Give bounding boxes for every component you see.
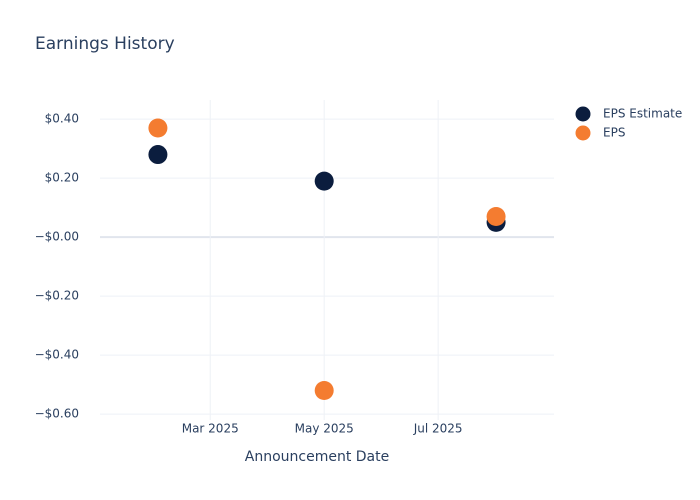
x-tick-label: Mar 2025 (182, 422, 239, 436)
data-point (314, 171, 334, 191)
data-point (314, 381, 334, 401)
y-tick-label: −$0.20 (35, 289, 79, 303)
legend-marker (575, 106, 591, 122)
x-tick-label: Jul 2025 (413, 422, 463, 436)
data-point (148, 145, 168, 165)
data-point (148, 118, 168, 138)
legend-label: EPS (603, 126, 625, 140)
y-tick-label: −$0.40 (35, 348, 79, 362)
y-tick-label: $0.20 (45, 171, 79, 185)
x-tick-label: May 2025 (295, 422, 354, 436)
y-tick-label: $0.40 (45, 112, 79, 126)
legend-label: EPS Estimate (603, 107, 682, 121)
x-axis-title: Announcement Date (245, 449, 389, 465)
legend-marker (575, 125, 591, 141)
chart-title: Earnings History (35, 34, 175, 54)
y-tick-label: −$0.00 (35, 230, 79, 244)
data-point (486, 206, 506, 226)
y-tick-label: −$0.60 (35, 407, 79, 421)
